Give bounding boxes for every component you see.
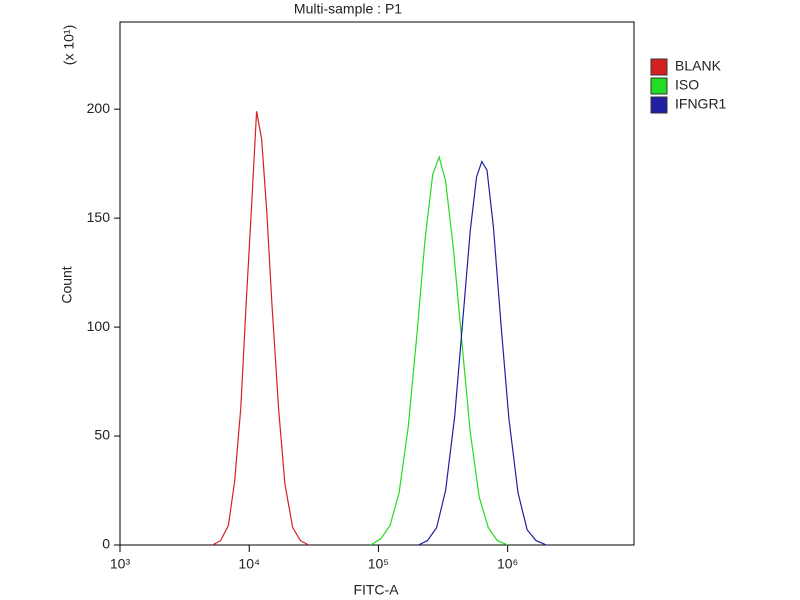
legend-swatch [650,58,668,76]
legend-label: BLANK [675,58,722,74]
x-axis-label: FITC-A [353,582,399,598]
histogram-line [418,160,547,546]
y-tick-label: 100 [87,318,111,334]
y-tick-label: 0 [102,536,110,552]
y-axis-label: Count [59,266,75,303]
x-tick-label: 10³ [110,556,131,572]
y-axis-multiplier: (x 10¹) [61,25,77,65]
x-tick-label: 10⁴ [238,556,260,572]
legend-label: ISO [675,77,699,93]
x-tick-label: 10⁶ [497,556,518,572]
y-tick-label: 200 [87,100,111,116]
legend-swatch [650,77,668,95]
plot-frame [119,21,635,546]
histogram-line [212,111,309,546]
legend-swatch [650,96,668,114]
histogram-line [370,155,508,546]
y-tick-label: 50 [94,427,110,443]
x-tick-label: 10⁵ [368,556,389,572]
legend-label: IFNGR1 [675,96,727,112]
y-tick-label: 150 [87,209,111,225]
chart-title: Multi-sample : P1 [294,1,402,17]
